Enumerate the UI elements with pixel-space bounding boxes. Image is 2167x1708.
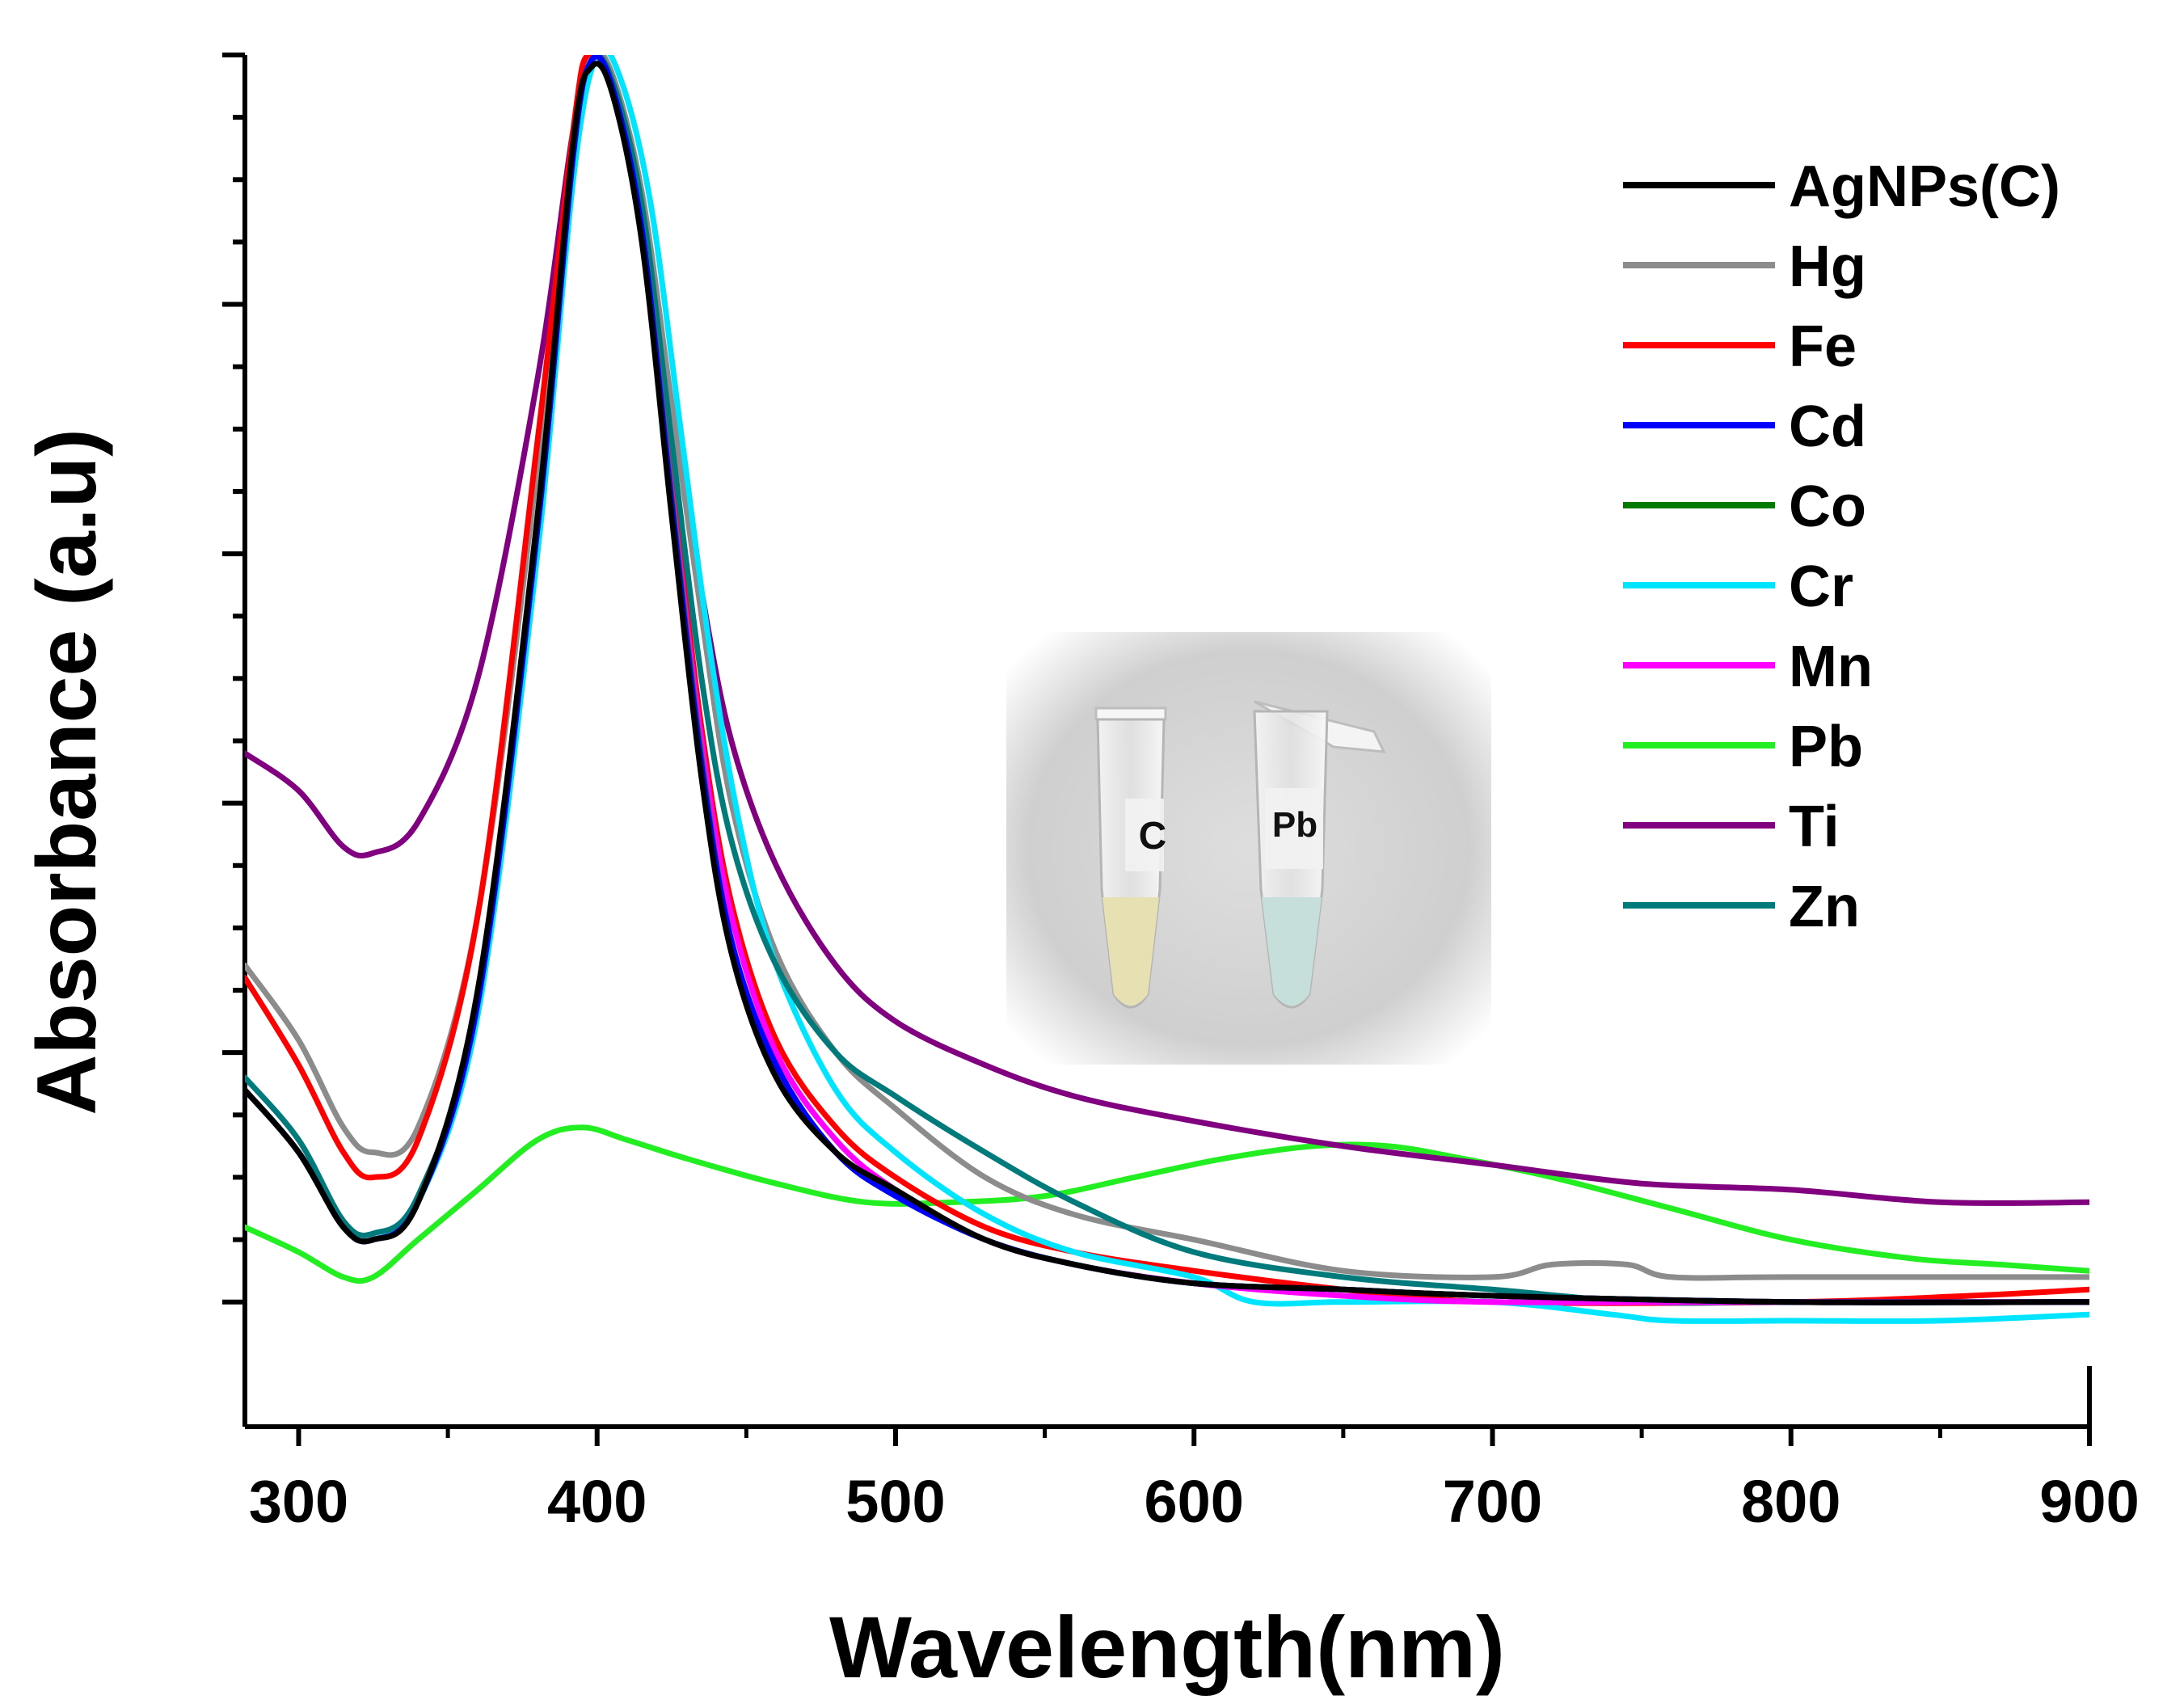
legend-label-co: Co — [1789, 474, 1866, 539]
series-line-pb — [245, 1124, 2089, 1284]
legend-label-zn: Zn — [1789, 875, 1860, 939]
legend-label-cd: Cd — [1789, 394, 1866, 459]
axes: 300 400 500 600 700 800 900 — [222, 53, 2140, 1535]
legend: AgNPs(C) Hg Fe Cd Co Cr Mn Pb Ti Zn — [1623, 154, 2060, 939]
x-tick-label-900: 900 — [2039, 1468, 2139, 1535]
legend-label-mn: Mn — [1789, 635, 1873, 699]
legend-label-pb: Pb — [1789, 715, 1863, 779]
y-axis-title: Absorbance (a.u) — [20, 428, 114, 1115]
legend-label-hg: Hg — [1789, 234, 1866, 299]
legend-label-agnps-c: AgNPs(C) — [1789, 154, 2060, 219]
legend-label-ti: Ti — [1789, 795, 1840, 859]
tube-pb: Pb — [1253, 700, 1386, 1009]
x-axis-tick-labels: 300 400 500 600 700 800 900 — [249, 1468, 2140, 1535]
tube-pb-liquid — [1262, 897, 1322, 1006]
legend-label-fe: Fe — [1789, 314, 1857, 379]
series-line-agnps-c — [245, 61, 2089, 1305]
x-tick-label-700: 700 — [1443, 1468, 1542, 1535]
x-tick-label-400: 400 — [547, 1468, 647, 1535]
x-tick-label-300: 300 — [249, 1468, 348, 1535]
tube-c-liquid — [1102, 897, 1159, 1006]
series-line-ti — [245, 56, 2089, 1206]
x-tick-label-800: 800 — [1741, 1468, 1840, 1535]
series-layer — [245, 55, 2089, 1324]
tube-c: C — [1094, 706, 1167, 1009]
x-tick-label-600: 600 — [1144, 1468, 1243, 1535]
y-axis-ticks — [222, 53, 245, 1305]
x-tick-label-500: 500 — [845, 1468, 945, 1535]
inset-photo-background — [1006, 632, 1491, 1065]
tube-pb-label: Pb — [1272, 805, 1317, 845]
inset-photo-tubes: C Pb — [1006, 632, 1491, 1065]
x-axis-title: Wavelength(nm) — [829, 1598, 1505, 1696]
tube-c-label: C — [1139, 815, 1167, 858]
legend-label-cr: Cr — [1789, 555, 1853, 619]
x-axis-ticks — [296, 1427, 2092, 1446]
